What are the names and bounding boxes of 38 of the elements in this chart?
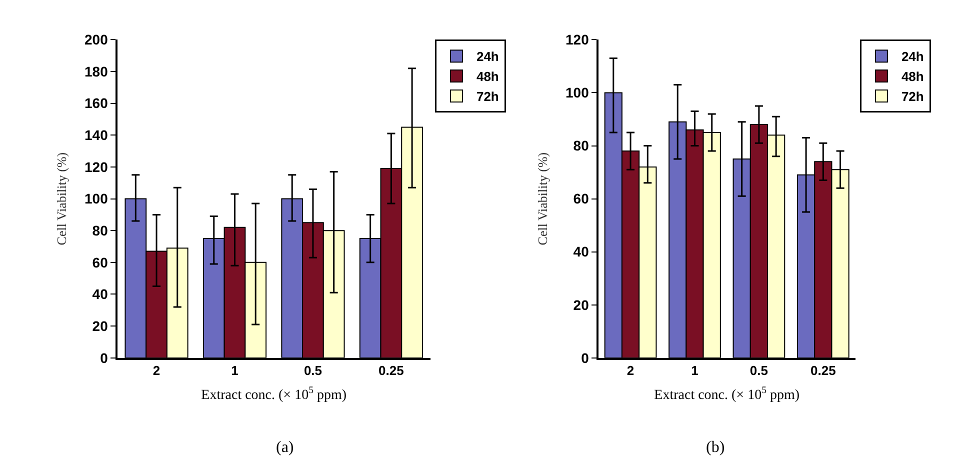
y-tick-label: 140 [84, 127, 108, 144]
y-tick-label: 120 [84, 158, 108, 175]
legend-label: 48h [901, 69, 924, 84]
y-tick-label: 200 [84, 32, 108, 48]
x-tick-label: 0.25 [378, 363, 404, 378]
legend-label: 24h [476, 49, 499, 64]
y-tick-label: 0 [100, 350, 108, 366]
y-axis-title: Cell Viability (%) [54, 152, 69, 246]
y-tick-label: 20 [573, 296, 590, 313]
y-tick-label: 40 [573, 244, 590, 260]
y-tick-label: 60 [92, 254, 108, 270]
y-tick-label: 100 [566, 84, 590, 101]
legend-label: 72h [901, 89, 924, 104]
y-tick-label: 100 [84, 190, 108, 207]
y-tick-label: 120 [566, 32, 590, 48]
x-axis-title: Extract conc. (× 10$^{5}$ ppm) [654, 385, 800, 404]
x-tick-label: 0.5 [304, 363, 322, 378]
y-tick-label: 0 [581, 350, 590, 366]
x-tick-label: 0.25 [810, 363, 836, 378]
x-tick-label: 1 [691, 363, 698, 378]
y-tick-label: 40 [92, 286, 108, 302]
y-tick-label: 60 [573, 190, 590, 207]
x-tick-label: 0.5 [750, 363, 768, 378]
y-tick-label: 80 [573, 138, 590, 154]
x-tick-label: 2 [152, 363, 160, 378]
legend-label: 72h [476, 89, 499, 104]
x-tick-label: 1 [231, 363, 238, 378]
x-tick-label: 2 [626, 363, 634, 378]
x-axis-title: Extract conc. (× 10$^{5}$ ppm) [201, 385, 347, 404]
text: (b) [706, 439, 725, 456]
y-tick-label: 80 [92, 222, 108, 239]
legend-label: 24h [901, 49, 924, 64]
y-axis-title: Cell Viability (%) [534, 152, 550, 246]
text: (a) [276, 439, 294, 456]
legend-label: 48h [476, 69, 499, 84]
y-tick-label: 180 [84, 63, 108, 80]
y-tick-label: 160 [84, 95, 108, 112]
y-tick-label: 20 [92, 318, 108, 334]
